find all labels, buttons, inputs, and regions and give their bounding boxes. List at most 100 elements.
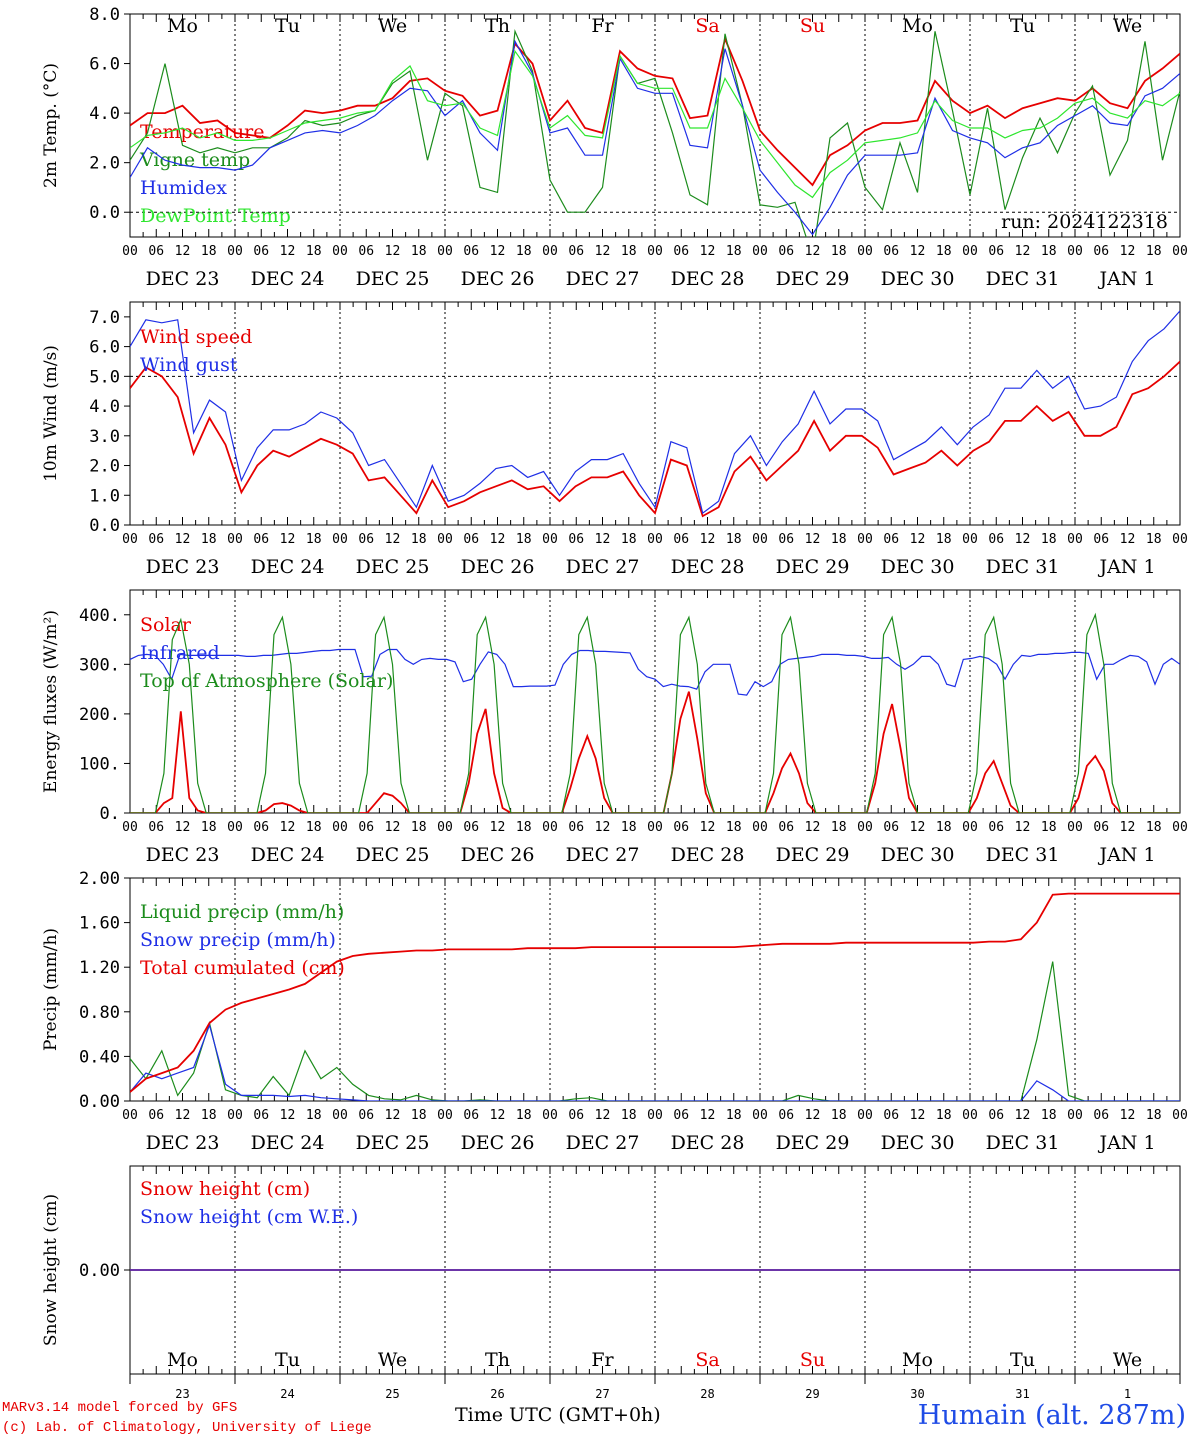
date-label: DEC 29 <box>776 268 850 290</box>
hour-tick-label: 12 <box>175 532 191 547</box>
hour-tick-label: 12 <box>1015 1108 1031 1123</box>
hour-tick-label: 00 <box>647 532 663 547</box>
hour-tick-label: 12 <box>595 1108 611 1123</box>
date-label: DEC 27 <box>566 268 640 290</box>
hour-tick-label: 06 <box>568 244 584 259</box>
hour-tick-label: 18 <box>1146 1108 1162 1123</box>
hour-tick-label: 12 <box>700 244 716 259</box>
weekday-label: We <box>1113 1349 1142 1371</box>
weekday-label: Mo <box>902 15 933 37</box>
hour-tick-label: 06 <box>1093 244 1109 259</box>
date-label: DEC 29 <box>776 556 850 578</box>
y-tick-label: 0.0 <box>89 516 120 536</box>
hour-tick-label: 12 <box>805 1108 821 1123</box>
series-line-3 <box>130 892 1180 1093</box>
date-label: JAN 1 <box>1097 844 1155 866</box>
hour-tick-label: 06 <box>988 820 1004 835</box>
hour-tick-label: 12 <box>595 244 611 259</box>
hour-tick-label: 00 <box>1172 820 1188 835</box>
hour-tick-label: 18 <box>201 532 217 547</box>
hour-tick-label: 00 <box>647 244 663 259</box>
hour-tick-label: 06 <box>358 820 374 835</box>
weekday-label: Tu <box>1010 15 1035 37</box>
legend-entry: Snow precip (mm/h) <box>140 929 336 951</box>
hour-tick-label: 18 <box>936 820 952 835</box>
hour-tick-label: 06 <box>148 1108 164 1123</box>
hour-tick-label: 18 <box>621 820 637 835</box>
y-tick-label: 3.0 <box>89 427 120 447</box>
hour-tick-label: 00 <box>1067 532 1083 547</box>
hour-tick-label: 18 <box>831 532 847 547</box>
hour-tick-label: 00 <box>122 244 138 259</box>
hour-tick-label: 18 <box>831 1108 847 1123</box>
hour-tick-label: 00 <box>962 1108 978 1123</box>
legend-entry: Total cumulated (cm) <box>140 957 345 979</box>
weekday-label: Su <box>800 1349 825 1371</box>
hour-tick-label: 00 <box>437 244 453 259</box>
hour-tick-label: 00 <box>437 1108 453 1123</box>
date-label: DEC 23 <box>146 844 220 866</box>
legend-entry: Snow height (cm W.E.) <box>140 1206 358 1228</box>
date-label: DEC 27 <box>566 556 640 578</box>
hour-tick-label: 18 <box>411 1108 427 1123</box>
hour-tick-label: 12 <box>1015 244 1031 259</box>
hour-tick-label: 12 <box>490 1108 506 1123</box>
hour-tick-label: 06 <box>358 532 374 547</box>
hour-tick-label: 12 <box>805 820 821 835</box>
hour-tick-label: 18 <box>621 1108 637 1123</box>
hour-tick-label: 00 <box>857 244 873 259</box>
weekday-label: Sa <box>695 1349 719 1371</box>
date-label: DEC 27 <box>566 1132 640 1154</box>
legend-entry: Humidex <box>140 177 227 199</box>
hour-tick-label: 06 <box>463 1108 479 1123</box>
y-axis-title: Snow height (cm) <box>41 1194 61 1346</box>
series-line-1 <box>130 360 1180 518</box>
hour-tick-label: 18 <box>306 1108 322 1123</box>
y-tick-label: 0. <box>100 804 120 824</box>
weekday-label: We <box>378 1349 407 1371</box>
hour-tick-label: 00 <box>1067 1108 1083 1123</box>
date-label: DEC 26 <box>461 844 535 866</box>
hour-tick-label: 06 <box>148 820 164 835</box>
hour-tick-label: 18 <box>1041 820 1057 835</box>
hour-tick-label: 00 <box>1172 244 1188 259</box>
hour-tick-label: 00 <box>122 1108 138 1123</box>
date-label: DEC 25 <box>356 1132 430 1154</box>
hour-tick-label: 06 <box>463 532 479 547</box>
weekday-label: Su <box>800 15 825 37</box>
legend-entry: Wind gust <box>140 354 238 376</box>
hour-tick-label: 12 <box>910 532 926 547</box>
hour-tick-label: 00 <box>752 1108 768 1123</box>
hour-tick-label: 00 <box>752 532 768 547</box>
legend-entry: Wind speed <box>140 326 252 348</box>
hour-tick-label: 00 <box>962 244 978 259</box>
hour-tick-label: 00 <box>962 532 978 547</box>
hour-tick-label: 18 <box>726 532 742 547</box>
weekday-label: Tu <box>275 1349 300 1371</box>
day-number-label: 31 <box>1015 1387 1029 1401</box>
hour-tick-label: 18 <box>831 244 847 259</box>
date-label: DEC 25 <box>356 844 430 866</box>
y-tick-label: 4.0 <box>89 397 120 417</box>
date-label: DEC 24 <box>251 1132 325 1154</box>
hour-tick-label: 00 <box>227 1108 243 1123</box>
hour-tick-label: 12 <box>385 244 401 259</box>
y-tick-label: 400. <box>79 606 120 626</box>
hour-tick-label: 12 <box>1015 820 1031 835</box>
weekday-label: Mo <box>902 1349 933 1371</box>
hour-tick-label: 00 <box>227 244 243 259</box>
hour-tick-label: 00 <box>857 1108 873 1123</box>
day-number-label: 27 <box>595 1387 609 1401</box>
hour-tick-label: 18 <box>726 1108 742 1123</box>
hour-tick-label: 00 <box>542 1108 558 1123</box>
hour-tick-label: 18 <box>411 820 427 835</box>
date-label: DEC 23 <box>146 1132 220 1154</box>
date-label: DEC 25 <box>356 268 430 290</box>
station-title: Humain (alt. 287m) <box>917 1400 1186 1431</box>
day-number-label: 28 <box>700 1387 714 1401</box>
y-tick-label: 200. <box>79 705 120 725</box>
hour-tick-label: 06 <box>1093 820 1109 835</box>
hour-tick-label: 06 <box>778 244 794 259</box>
hour-tick-label: 00 <box>1172 1108 1188 1123</box>
